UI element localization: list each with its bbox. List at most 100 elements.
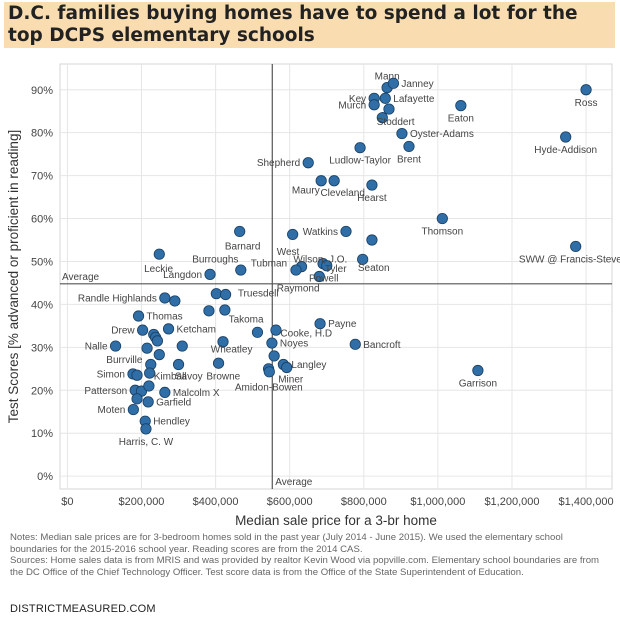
- x-average-label: Average: [275, 477, 313, 488]
- data-point: [281, 361, 293, 374]
- point-label: Savoy: [175, 372, 203, 383]
- point-label: Burroughs: [192, 254, 238, 265]
- data-point: [570, 240, 582, 253]
- title-banner: D.C. families buying homes have to spend…: [4, 2, 615, 48]
- x-tick-label: $800,000: [341, 496, 387, 508]
- y-tick-label: 10%: [31, 428, 53, 440]
- data-point: [204, 268, 216, 280]
- data-point: [172, 358, 185, 371]
- point-label: Thomson: [421, 227, 463, 238]
- data-point: [366, 179, 378, 191]
- point-label: Hearst: [357, 193, 387, 204]
- point-label: Maury: [292, 186, 320, 197]
- data-point: [235, 264, 247, 276]
- data-point: [376, 112, 388, 124]
- data-point: [132, 310, 145, 322]
- data-point: [212, 357, 225, 369]
- point-label: Janney: [401, 79, 433, 90]
- data-point: [368, 99, 380, 111]
- point-label: Raymond: [277, 284, 320, 295]
- point-label: Malcolm X: [173, 388, 220, 399]
- data-point: [560, 131, 572, 143]
- point-label: Ketcham: [177, 324, 216, 335]
- point-label: Noyes: [280, 339, 308, 350]
- data-point: [266, 337, 278, 349]
- y-tick-label: 70%: [31, 171, 53, 183]
- point-label: Thomas: [147, 311, 183, 322]
- x-axis-title: Median sale price for a 3-br home: [235, 513, 437, 528]
- data-point: [314, 318, 326, 330]
- data-point: [321, 260, 333, 272]
- data-point: [141, 342, 153, 354]
- point-label: Tubman: [251, 259, 287, 270]
- data-point: [176, 340, 188, 352]
- point-label: Wilson, J.O.: [293, 254, 347, 265]
- point-label: Powell: [309, 274, 338, 285]
- data-point: [140, 423, 152, 435]
- point-label: Murch: [338, 100, 366, 111]
- point-label: Harris, C. W: [119, 437, 174, 448]
- y-average-label: Average: [62, 272, 100, 283]
- plot-area: [59, 63, 613, 490]
- data-point: [379, 92, 391, 104]
- point-label: Nalle: [85, 342, 108, 353]
- data-point: [313, 270, 325, 283]
- data-point: [217, 336, 229, 348]
- point-label: Ross: [575, 98, 598, 109]
- data-point: [144, 367, 156, 379]
- x-tick-label: $1,400,000: [559, 496, 614, 508]
- data-point: [349, 338, 361, 350]
- data-point: [290, 264, 302, 276]
- point-label: SWW @ Francis-Stevens: [519, 254, 620, 265]
- data-point: [302, 157, 314, 169]
- point-label: Truesdell: [238, 289, 279, 300]
- data-point: [436, 212, 448, 225]
- data-point: [219, 304, 231, 316]
- data-point: [137, 324, 149, 336]
- data-point: [153, 349, 165, 361]
- point-label: Brent: [397, 154, 421, 165]
- point-label: Seaton: [358, 263, 390, 274]
- y-tick-label: 80%: [31, 128, 53, 140]
- data-point: [162, 323, 175, 335]
- point-label: Shepherd: [257, 158, 300, 169]
- y-tick-label: 30%: [31, 342, 53, 354]
- notes-text: Notes: Median sale prices are for 3-bedr…: [10, 532, 563, 555]
- y-tick-label: 20%: [31, 385, 53, 397]
- data-point: [383, 103, 395, 115]
- data-point: [203, 305, 215, 317]
- point-label: West: [277, 247, 300, 258]
- data-point: [159, 292, 171, 304]
- data-point: [403, 140, 415, 153]
- point-label: Hyde-Addison: [534, 145, 597, 156]
- data-point: [315, 175, 327, 187]
- sources-text: Sources: Home sales data is from MRIS an…: [10, 555, 600, 578]
- point-label: Simon: [97, 369, 125, 380]
- data-point: [354, 142, 366, 154]
- data-point: [131, 393, 143, 405]
- data-point: [263, 366, 275, 378]
- point-label: Cleveland: [320, 188, 364, 199]
- point-label: Kimball: [154, 372, 187, 383]
- y-tick-label: 40%: [31, 299, 53, 311]
- data-point: [143, 380, 155, 392]
- point-label: Stoddert: [377, 117, 415, 128]
- data-point: [580, 84, 592, 96]
- y-tick-label: 0%: [37, 471, 53, 483]
- point-label: Tyler: [325, 264, 347, 275]
- data-point: [472, 364, 484, 377]
- y-tick-label: 60%: [31, 214, 53, 226]
- point-label: Garrison: [459, 379, 497, 390]
- point-label: Langdon: [163, 270, 202, 281]
- point-label: Moten: [98, 405, 126, 416]
- x-tick-label: $400,000: [193, 496, 239, 508]
- x-tick-label: $1,000,000: [410, 496, 465, 508]
- x-tick-label: $600,000: [267, 496, 313, 508]
- y-axis-title: Test Scores [% advanced or proficient in…: [6, 130, 21, 423]
- data-point: [159, 386, 171, 399]
- data-point: [210, 288, 222, 300]
- data-point: [287, 228, 299, 241]
- point-label: Payne: [328, 319, 357, 330]
- point-label: Patterson: [84, 386, 127, 397]
- point-label: Amidon-Bowen: [235, 382, 303, 393]
